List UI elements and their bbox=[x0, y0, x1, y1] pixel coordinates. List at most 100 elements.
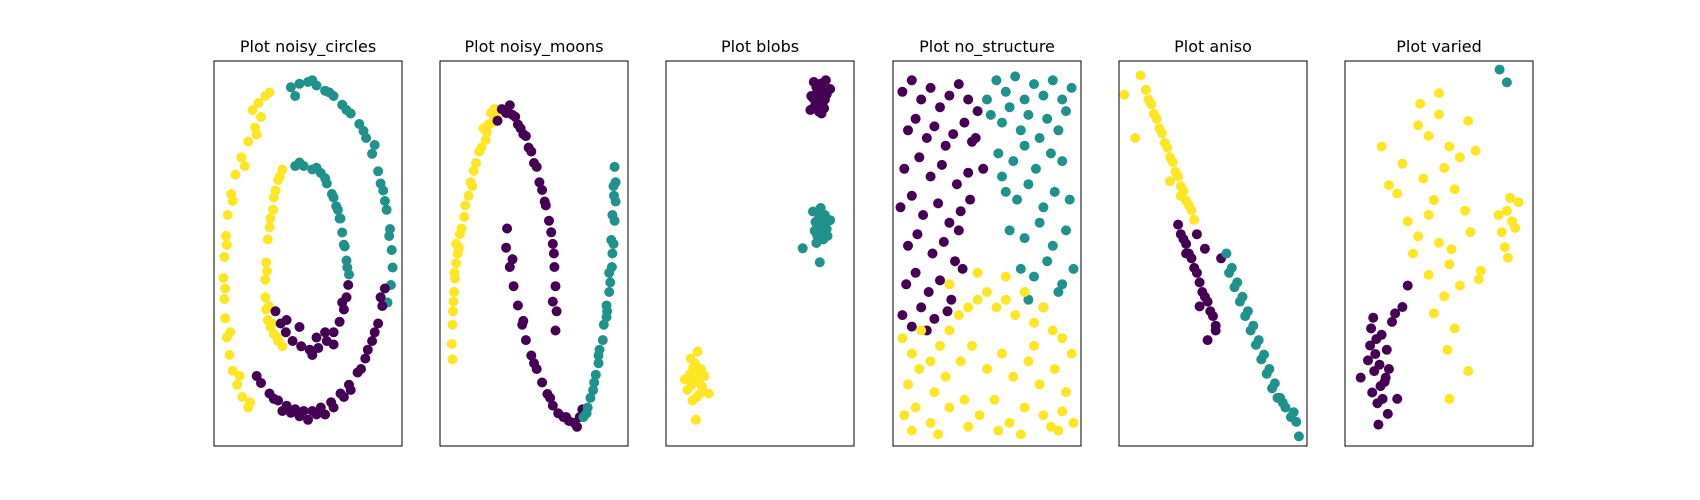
data-point-teal bbox=[379, 196, 390, 206]
data-point-yellow bbox=[277, 341, 288, 352]
data-point-teal bbox=[1267, 383, 1278, 394]
data-point-purple bbox=[531, 161, 542, 172]
data-point-purple bbox=[906, 190, 917, 201]
data-point-yellow bbox=[219, 294, 230, 304]
data-point-purple bbox=[935, 275, 945, 286]
data-point-purple bbox=[296, 341, 307, 352]
data-point-purple bbox=[946, 294, 957, 305]
data-point-purple bbox=[280, 327, 291, 338]
data-point-purple bbox=[375, 292, 386, 303]
data-point-purple bbox=[1199, 243, 1210, 254]
data-point-purple bbox=[379, 283, 390, 294]
axes-frame bbox=[213, 60, 403, 447]
data-point-purple bbox=[313, 343, 324, 353]
data-point-purple bbox=[820, 75, 831, 86]
data-point-yellow bbox=[692, 346, 703, 357]
data-point-yellow bbox=[925, 356, 936, 367]
data-point-purple bbox=[343, 280, 354, 290]
data-point-purple bbox=[1194, 301, 1205, 312]
data-point-yellow bbox=[253, 98, 264, 108]
data-point-yellow bbox=[1413, 120, 1424, 131]
data-point-yellow bbox=[459, 211, 470, 222]
data-point-purple bbox=[936, 159, 947, 170]
data-point-purple bbox=[294, 322, 305, 332]
subplot-no-structure: Plot no_structure bbox=[892, 37, 1082, 447]
data-point-purple bbox=[1191, 229, 1202, 240]
data-point-purple bbox=[550, 325, 561, 336]
data-point-purple bbox=[921, 133, 932, 143]
data-point-purple bbox=[356, 364, 366, 374]
data-point-purple bbox=[534, 177, 545, 188]
data-point-yellow bbox=[1038, 410, 1049, 421]
data-point-yellow bbox=[227, 365, 238, 376]
subplot-title: Plot blobs bbox=[721, 37, 799, 56]
data-point-yellow bbox=[967, 340, 977, 351]
data-point-purple bbox=[1181, 238, 1192, 249]
data-point-yellow bbox=[1496, 227, 1507, 238]
data-point-purple bbox=[978, 163, 989, 174]
data-point-purple bbox=[927, 248, 938, 259]
data-point-teal bbox=[604, 287, 615, 297]
data-point-teal bbox=[285, 82, 296, 93]
data-point-yellow bbox=[679, 374, 690, 385]
data-point-yellow bbox=[453, 242, 464, 253]
data-point-purple bbox=[504, 262, 515, 272]
data-point-yellow bbox=[1454, 152, 1465, 163]
data-point-yellow bbox=[251, 129, 262, 140]
data-point-teal bbox=[1004, 225, 1015, 236]
data-point-purple bbox=[1367, 387, 1378, 398]
data-point-yellow bbox=[1449, 184, 1460, 195]
data-point-purple bbox=[805, 105, 816, 115]
data-point-purple bbox=[906, 321, 917, 332]
data-point-yellow bbox=[1061, 387, 1071, 398]
data-point-purple bbox=[1355, 372, 1366, 383]
data-point-yellow bbox=[1148, 108, 1159, 119]
data-point-purple bbox=[1380, 372, 1391, 383]
data-point-yellow bbox=[1493, 210, 1504, 220]
data-point-yellow bbox=[1463, 115, 1474, 126]
data-point-teal bbox=[307, 75, 318, 86]
data-point-purple bbox=[1377, 393, 1388, 404]
data-point-teal bbox=[1015, 125, 1026, 136]
data-point-teal bbox=[1004, 102, 1015, 113]
subplot-noisy-moons: Plot noisy_moons bbox=[439, 37, 629, 447]
data-point-purple bbox=[550, 281, 561, 292]
scatter-points bbox=[679, 75, 836, 425]
data-point-yellow bbox=[264, 87, 275, 98]
data-point-purple bbox=[328, 327, 339, 338]
data-point-purple bbox=[307, 350, 318, 360]
data-point-yellow bbox=[224, 350, 235, 360]
data-point-teal bbox=[1030, 163, 1041, 174]
data-point-yellow bbox=[239, 161, 250, 171]
data-point-yellow bbox=[260, 274, 271, 285]
data-point-yellow bbox=[982, 364, 992, 374]
data-point-teal bbox=[1023, 294, 1034, 305]
subplot-title: Plot noisy_moons bbox=[464, 37, 603, 57]
data-point-teal bbox=[1049, 186, 1060, 197]
data-point-purple bbox=[338, 392, 349, 402]
data-point-yellow bbox=[268, 204, 278, 215]
data-point-purple bbox=[910, 113, 921, 124]
data-point-yellow bbox=[236, 152, 247, 163]
data-point-teal bbox=[604, 267, 615, 278]
data-point-purple bbox=[1363, 355, 1373, 366]
data-point-purple bbox=[311, 409, 322, 420]
data-point-purple bbox=[320, 327, 331, 338]
data-point-purple bbox=[537, 185, 548, 195]
data-point-purple bbox=[1370, 349, 1381, 359]
data-point-yellow bbox=[234, 371, 245, 381]
data-point-purple bbox=[1191, 267, 1202, 278]
data-point-purple bbox=[1202, 335, 1213, 346]
data-point-yellow bbox=[243, 136, 254, 147]
data-point-yellow bbox=[221, 231, 231, 241]
data-point-purple bbox=[963, 94, 974, 105]
data-point-teal bbox=[338, 239, 349, 250]
data-point-yellow bbox=[474, 146, 485, 157]
data-point-yellow bbox=[449, 267, 460, 278]
data-point-purple bbox=[938, 236, 949, 247]
data-point-purple bbox=[492, 115, 503, 126]
data-point-purple bbox=[935, 102, 945, 113]
data-point-yellow bbox=[463, 190, 474, 201]
data-point-teal bbox=[1029, 79, 1039, 90]
data-point-teal bbox=[1047, 240, 1058, 251]
